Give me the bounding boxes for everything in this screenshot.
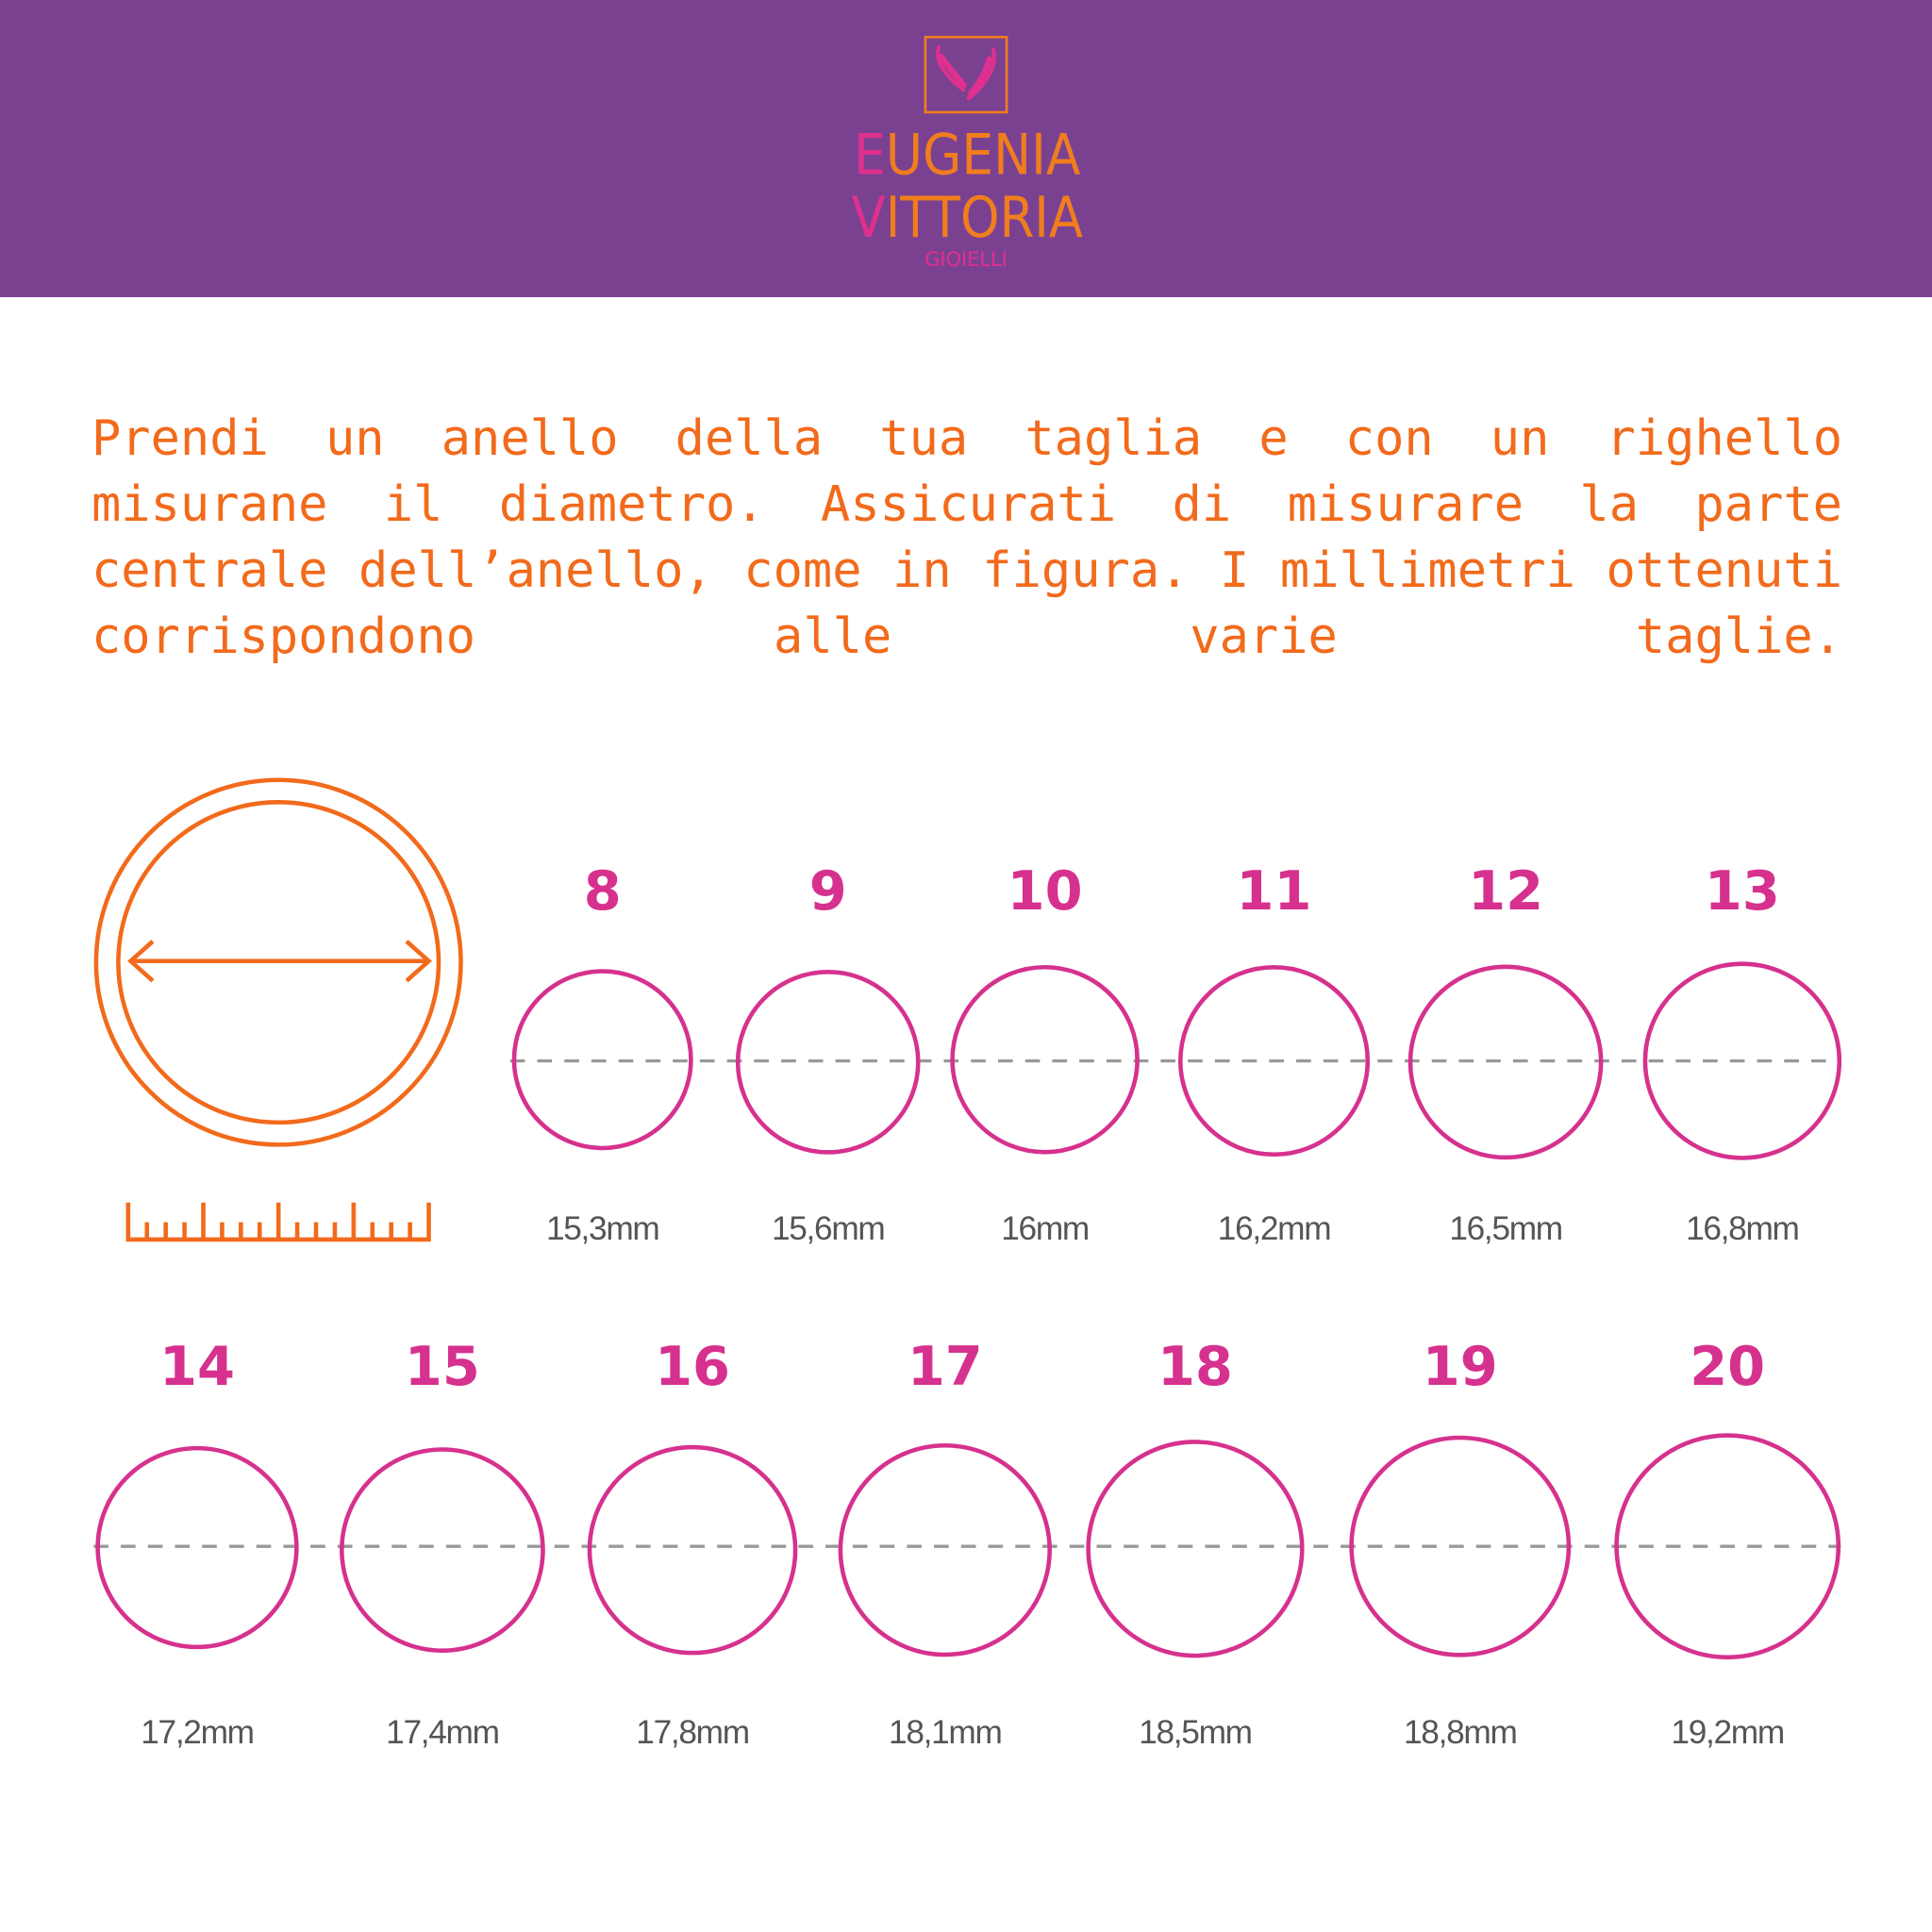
size-number: 8 bbox=[584, 859, 622, 923]
ring-size-11: 11 16,2mm bbox=[1178, 859, 1371, 1247]
brand-subtitle: GIOIELLI bbox=[924, 248, 1008, 271]
ring-circle bbox=[1178, 965, 1371, 1158]
ring-circle bbox=[1642, 961, 1842, 1160]
ring-size-19: 19 18,8mm bbox=[1349, 1335, 1572, 1751]
size-number: 14 bbox=[159, 1335, 235, 1398]
brand-name-line1: EUGENIA bbox=[854, 122, 1080, 188]
logo-frame bbox=[924, 35, 1008, 114]
size-diameter: 16,5mm bbox=[1449, 1210, 1562, 1247]
ring-circle bbox=[1407, 964, 1604, 1160]
size-number: 15 bbox=[405, 1335, 480, 1398]
ring-size-8: 8 15,3mm bbox=[511, 859, 693, 1247]
size-number: 17 bbox=[908, 1335, 983, 1398]
ring-size-18: 18 18,5mm bbox=[1086, 1335, 1305, 1751]
ring-size-9: 9 15,6mm bbox=[735, 859, 921, 1247]
ring-size-14: 14 17,2mm bbox=[95, 1335, 299, 1751]
ring-size-17: 17 18,1mm bbox=[838, 1335, 1052, 1751]
size-number: 13 bbox=[1705, 859, 1780, 923]
ring-diameter-icon bbox=[93, 777, 463, 1147]
size-diameter: 16,8mm bbox=[1686, 1210, 1799, 1247]
brand-name-line2: VITTORIA bbox=[852, 185, 1084, 251]
size-number: 16 bbox=[655, 1335, 730, 1398]
size-diameter: 17,2mm bbox=[141, 1714, 254, 1751]
size-number: 20 bbox=[1690, 1335, 1765, 1398]
ring-circle bbox=[838, 1442, 1052, 1657]
ring-size-15: 15 17,4mm bbox=[340, 1335, 545, 1751]
ring-circle bbox=[950, 964, 1140, 1155]
ring-circle bbox=[587, 1444, 798, 1656]
size-diameter: 18,1mm bbox=[889, 1714, 1002, 1751]
ring-size-20: 20 19,2mm bbox=[1614, 1335, 1841, 1751]
ruler-ticks bbox=[125, 1202, 431, 1242]
ring-circle bbox=[1349, 1435, 1572, 1657]
ring-circle bbox=[95, 1445, 299, 1650]
size-number: 10 bbox=[1008, 859, 1083, 923]
ring-circle bbox=[735, 970, 921, 1155]
size-number: 11 bbox=[1237, 859, 1312, 923]
size-diameter: 19,2mm bbox=[1671, 1714, 1784, 1751]
header-banner bbox=[0, 0, 1932, 297]
ring-size-13: 13 16,8mm bbox=[1642, 859, 1842, 1247]
size-number: 9 bbox=[809, 859, 847, 923]
size-diameter: 15,3mm bbox=[546, 1210, 659, 1247]
size-number: 12 bbox=[1468, 859, 1543, 923]
size-diameter: 17,8mm bbox=[636, 1714, 749, 1751]
size-diameter: 15,6mm bbox=[772, 1210, 885, 1247]
ring-size-16: 16 17,8mm bbox=[587, 1335, 798, 1751]
ring-size-10: 10 16mm bbox=[950, 859, 1140, 1247]
ruler-icon bbox=[125, 1202, 431, 1242]
ring-size-12: 12 16,5mm bbox=[1407, 859, 1604, 1247]
ring-circle bbox=[1086, 1440, 1305, 1658]
size-diameter: 18,8mm bbox=[1404, 1714, 1517, 1751]
brand-logo: EUGENIA VITTORIA GIOIELLI bbox=[852, 35, 1084, 271]
ring-circle bbox=[340, 1447, 545, 1653]
size-diameter: 16,2mm bbox=[1218, 1210, 1331, 1247]
size-number: 19 bbox=[1423, 1335, 1498, 1398]
instructions-text: Prendi un anello della tua taglia e con … bbox=[92, 410, 1842, 665]
two-fish-icon bbox=[936, 44, 996, 101]
size-diameter: 16mm bbox=[1001, 1210, 1089, 1247]
ring-circle bbox=[511, 969, 693, 1151]
size-diameter: 17,4mm bbox=[386, 1714, 499, 1751]
size-diameter: 18,5mm bbox=[1139, 1714, 1252, 1751]
size-number: 18 bbox=[1158, 1335, 1233, 1398]
ring-circle bbox=[1614, 1433, 1841, 1660]
